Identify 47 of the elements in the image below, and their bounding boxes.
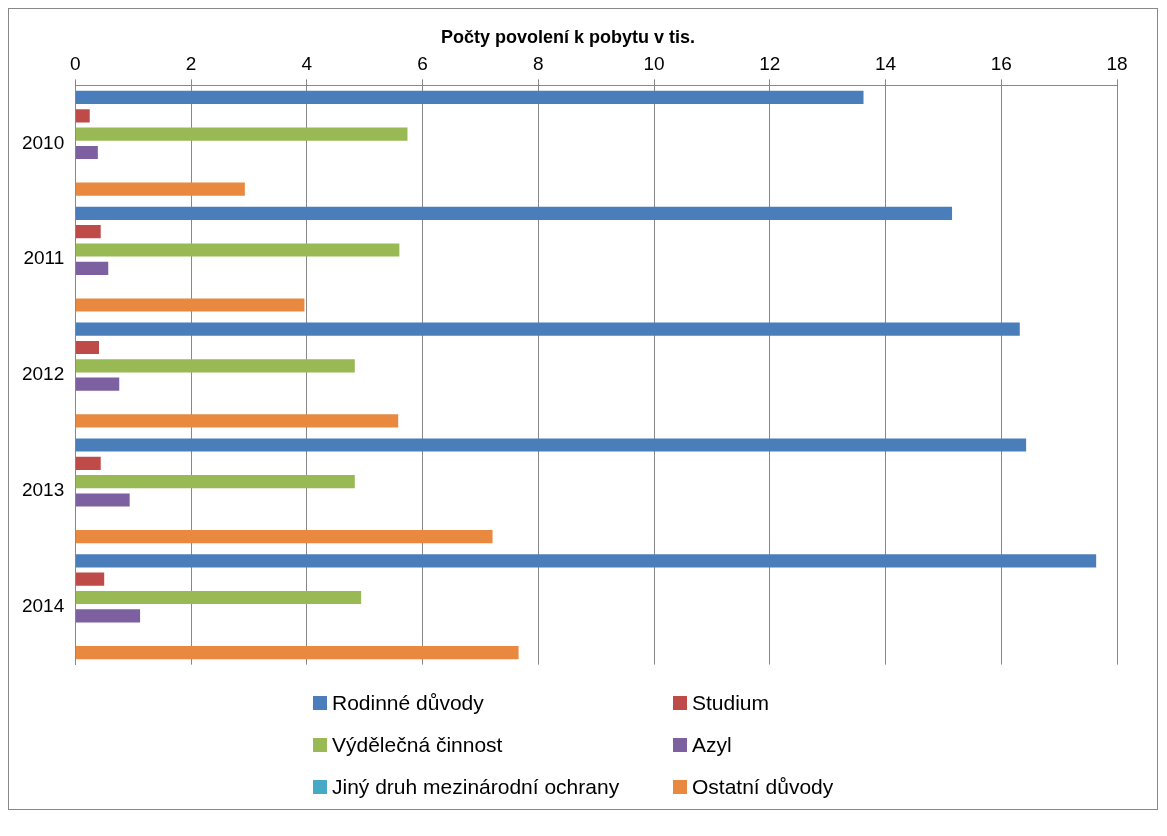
- bar: [75, 340, 99, 355]
- bar: [75, 90, 864, 105]
- bar: [75, 438, 1027, 452]
- bar: [75, 645, 519, 660]
- x-tick-label: 0: [69, 53, 81, 75]
- bar: [75, 554, 1097, 568]
- y-tick-label: 2012: [21, 363, 65, 385]
- bar: [75, 225, 101, 239]
- bar: [75, 359, 355, 373]
- bar: [75, 414, 399, 428]
- bar: [75, 322, 1020, 336]
- y-tick-label: 2013: [21, 479, 65, 501]
- bar: [75, 493, 130, 507]
- bar: [75, 475, 355, 489]
- x-tick-label: 4: [301, 53, 313, 75]
- x-tick-label: 8: [532, 53, 544, 75]
- legend-label: Azyl: [692, 733, 732, 757]
- bar: [75, 145, 98, 160]
- y-tick-label: 2014: [21, 594, 65, 616]
- x-tick-label: 14: [874, 53, 897, 75]
- bar: [75, 530, 493, 544]
- y-tick-label: 2011: [23, 247, 65, 269]
- bar: [75, 182, 245, 196]
- legend-label: Studium: [692, 691, 770, 715]
- bar: [75, 377, 120, 391]
- chart-title: Počty povolení k pobytu v tis.: [440, 26, 696, 47]
- legend-label: Rodinné důvody: [332, 691, 484, 715]
- bar: [75, 590, 362, 605]
- x-tick-label: 10: [643, 53, 665, 75]
- x-tick-label: 16: [990, 53, 1012, 75]
- x-tick-label: 12: [759, 53, 781, 75]
- bar: [75, 127, 408, 141]
- bar: [75, 261, 109, 275]
- bar: [75, 456, 101, 470]
- bar: [75, 609, 141, 623]
- bar: [75, 243, 400, 257]
- bar: [75, 206, 953, 220]
- bar: [75, 572, 105, 586]
- x-tick-label: 18: [1106, 53, 1128, 75]
- bar: [75, 109, 90, 123]
- legend-label: Jiný druh mezinárodní ochrany: [332, 775, 620, 799]
- legend-label: Ostatní důvody: [692, 775, 834, 799]
- legend-label: Výdělečná činnost: [332, 733, 503, 757]
- y-tick-label: 2010: [21, 131, 65, 153]
- bar: [75, 298, 305, 312]
- x-tick-label: 2: [185, 53, 197, 75]
- x-tick-label: 6: [417, 53, 428, 75]
